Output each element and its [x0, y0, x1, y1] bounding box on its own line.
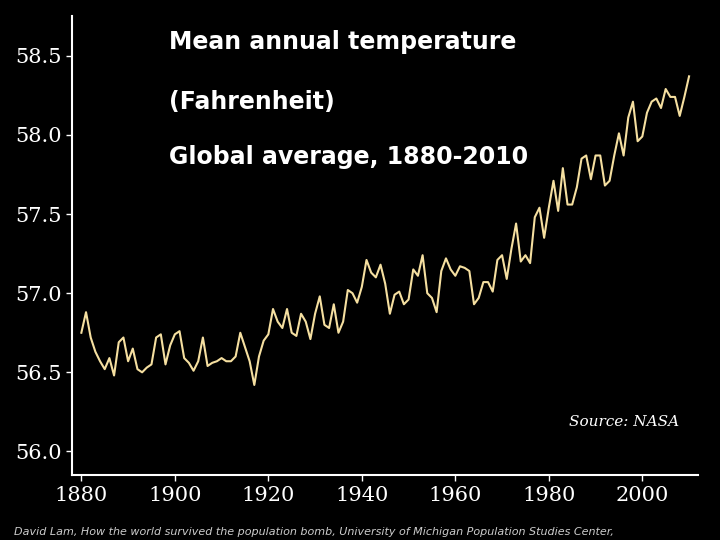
Text: Global average, 1880-2010: Global average, 1880-2010	[169, 145, 528, 168]
Text: Mean annual temperature: Mean annual temperature	[169, 30, 516, 54]
Text: (Fahrenheit): (Fahrenheit)	[169, 90, 335, 113]
Text: Source: NASA: Source: NASA	[570, 415, 680, 429]
Text: David Lam, How the world survived the population bomb, University of Michigan Po: David Lam, How the world survived the po…	[14, 527, 614, 537]
